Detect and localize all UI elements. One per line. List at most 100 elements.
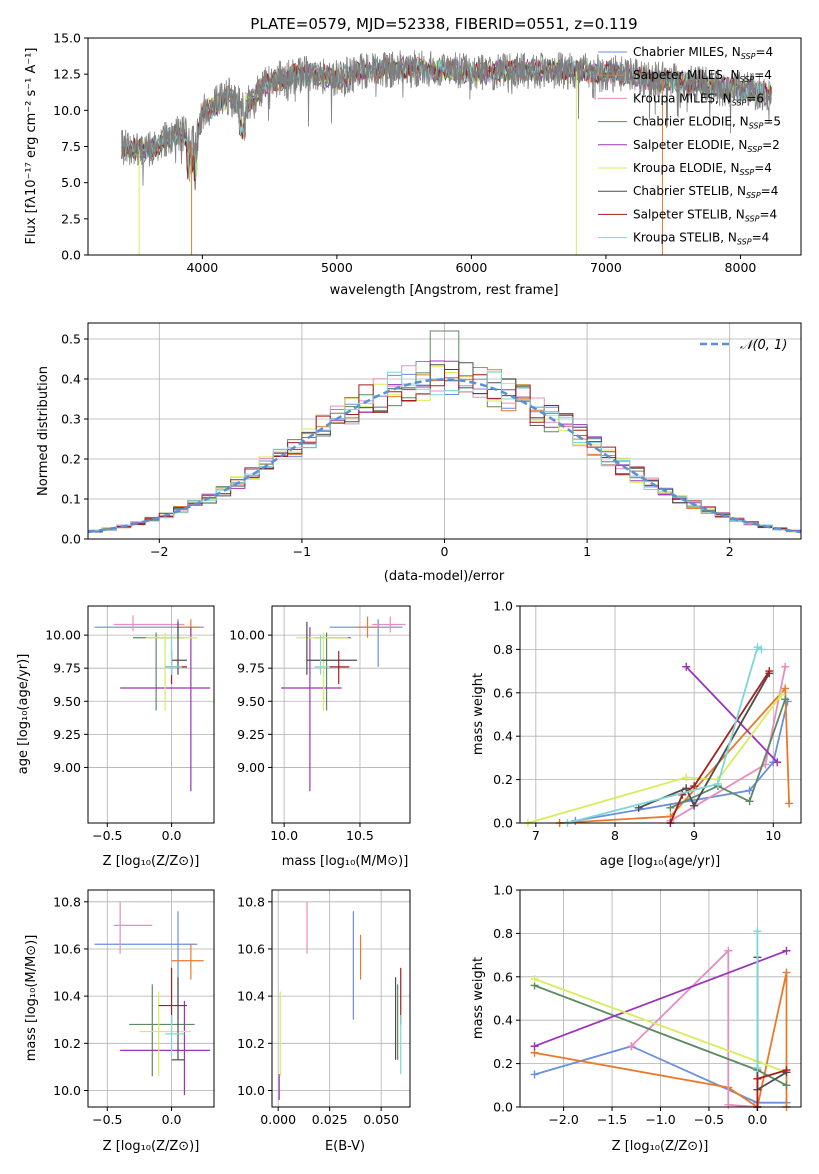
spectrum-panel: 4000 5000 6000 7000 8000 0.0 2.5 5.0 7.5 10.0 12.5… (24, 15, 802, 298)
age-z-xtick-label-0: −0.5 (92, 828, 122, 843)
weight-age-line-salpeter-stelib (669, 670, 771, 824)
spectrum-xtick-label-4: 8000 (725, 260, 757, 275)
mass-vs-metallicity-panel: −0.5 0.0 10.0 10.2 10.4 10.6 10.8 Z [log₁₀(Z/Z… (24, 889, 215, 1154)
age-mass-ytick-label-0: 9.00 (237, 760, 265, 775)
age-mass-ytick-label-4: 10.00 (229, 628, 265, 643)
weight-age-ytick-label-2: 0.4 (493, 729, 513, 744)
weight-age-marker-chabrier-elodie-2 (745, 797, 754, 806)
weight-z-line-chabrier-miles (534, 1045, 787, 1104)
histogram-xlabel: (data-model)/error (384, 569, 505, 584)
weight-z-marker-salpeter-elodie-0 (530, 1042, 539, 1051)
weight-age-frame (519, 605, 802, 824)
weight-z-marker-salpeter-stelib-2 (782, 1066, 791, 1075)
weight-z-line-kroupa-miles (630, 948, 758, 1108)
age-z-xtick-label-1: 0.0 (162, 828, 182, 843)
spectrum-ytick-label-5: 12.5 (53, 67, 81, 82)
weight-z-ytick-label-1: 0.2 (493, 1056, 513, 1071)
legend-label-salpeter-stelib: Salpeter STELIB, NSSP=4 (633, 207, 777, 223)
mass-ebv-xtick-label-2: 0.050 (363, 1112, 399, 1127)
histogram-xtick-label-4: 2 (726, 544, 734, 559)
weight-z-xlabel: Z [log₁₀(Z/Z⊙)] (612, 1139, 709, 1154)
weight-z-marker-salpeter-miles-3 (782, 968, 791, 977)
age-z-ytick-label-0: 9.00 (53, 760, 81, 775)
weight-age-marker-chabrier-stelib-2 (690, 801, 699, 810)
spectrum-observed (121, 50, 772, 186)
histogram-ytick-label-1: 0.1 (61, 492, 81, 507)
spectrum-ytick-label-3: 7.5 (61, 139, 81, 154)
spectrum-xtick-label-3: 7000 (590, 260, 622, 275)
weight-age-line-salpeter-elodie (685, 666, 778, 763)
histogram-kroupa-stelib (88, 371, 801, 532)
age-z-ytick-label-3: 9.75 (53, 661, 81, 676)
weight-z-ytick-label-5: 1.0 (493, 883, 513, 898)
mass-ebv-ytick-label-2: 10.4 (237, 989, 265, 1004)
age-z-ylabel: age [log₁₀(age/yr)] (16, 654, 31, 775)
histogram-panel: −2 −1 0 1 2 0.0 0.1 0.2 0.3 0.4 0.5 (data-model)/e… (36, 322, 802, 584)
mass-z-xtick-label-0: −0.5 (92, 1112, 122, 1127)
spectrum-ticks: 4000 5000 6000 7000 8000 0.0 2.5 5.0 7.5 10.0 12.5… (53, 31, 756, 276)
spectrum-ytick-label-6: 15.0 (53, 31, 81, 46)
weight-age-marker-chabrier-miles-1 (745, 786, 754, 795)
mass-ebv-ytick-label-3: 10.6 (237, 941, 265, 956)
weight-z-xtick-label-3: −0.5 (694, 1112, 724, 1127)
mass-z-ytick-label-4: 10.8 (53, 894, 81, 909)
weight-z-marker-kroupa-stelib-1 (753, 1063, 762, 1072)
weight-age-marker-kroupa-elodie-3 (777, 690, 786, 699)
weight-age-marker-salpeter-stelib-2 (690, 782, 699, 791)
spectrum-ytick-label-0: 0.0 (61, 248, 81, 263)
spectrum-legend: Chabrier MILES, NSSP=4 Salpeter MILES, NS… (598, 45, 781, 247)
histogram-ylabel: Normed distribution (36, 366, 51, 496)
spectrum-xtick-label-1: 5000 (321, 260, 353, 275)
weight-age-marker-kroupa-stelib-3 (757, 645, 766, 654)
spectrum-xtick-label-0: 4000 (186, 260, 218, 275)
legend-label-kroupa-stelib: Kroupa STELIB, NSSP=4 (633, 231, 769, 247)
weight-age-xtick-label-0: 7 (532, 828, 540, 843)
mass-z-xlabel: Z [log₁₀(Z/Z⊙)] (103, 1139, 200, 1154)
weight-z-line-salpeter-elodie (534, 949, 787, 1048)
weight-age-xtick-label-1: 8 (611, 828, 619, 843)
weight-vs-age-panel: 7 8 9 10 0.0 0.2 0.4 0.6 0.8 1.0 age [log₁₀(age/y… (471, 599, 802, 869)
weight-z-marker-chabrier-elodie-2 (782, 1081, 791, 1090)
spectrum-xtick-label-2: 6000 (455, 260, 487, 275)
weight-z-xtick-label-2: −1.0 (645, 1112, 675, 1127)
weight-z-ytick-label-0: 0.0 (493, 1100, 513, 1115)
spectrum-lines (121, 50, 772, 255)
mass-ebv-xlabel: E(B-V) (325, 1139, 365, 1154)
spectrum-title: PLATE=0579, MJD=52338, FIBERID=0551, z=0… (250, 15, 637, 33)
mass-ebv-xtick-label-0: 0.000 (260, 1112, 296, 1127)
spectrum-ylabel: Flux [fλ10⁻¹⁷ erg cm⁻² s⁻¹ A⁻¹] (24, 48, 39, 245)
mass-ebv-ytick-label-1: 10.2 (237, 1036, 265, 1051)
weight-age-line-kroupa-stelib (567, 645, 762, 824)
weight-age-xtick-label-3: 10 (765, 828, 781, 843)
weight-z-marker-salpeter-elodie-1 (782, 946, 791, 955)
weight-age-marker-salpeter-miles-2 (781, 684, 790, 693)
mass-z-ytick-label-2: 10.4 (53, 989, 81, 1004)
legend-label-chabrier-elodie: Chabrier ELODIE, NSSP=5 (633, 115, 781, 131)
legend-label-salpeter-elodie: Salpeter ELODIE, NSSP=2 (633, 138, 780, 154)
weight-age-line-chabrier-elodie (670, 699, 787, 809)
legend-label-kroupa-miles: Kroupa MILES, NSSP=6 (633, 91, 764, 107)
age-mass-frame (271, 605, 411, 824)
spectrum-ytick-label-2: 5.0 (61, 175, 81, 190)
age-mass-xtick-label-0: 10.0 (270, 828, 298, 843)
histogram-ytick-label-4: 0.4 (61, 372, 81, 387)
weight-age-marker-kroupa-stelib-1 (713, 779, 722, 788)
histogram-xtick-label-3: 1 (583, 544, 591, 559)
weight-z-marker-salpeter-stelib-1 (753, 1074, 762, 1083)
weight-z-marker-kroupa-miles-0 (627, 1042, 636, 1051)
gaussian-curve (87, 378, 802, 534)
weight-z-ylabel: mass weight (471, 957, 486, 1039)
weight-age-marker-kroupa-elodie-1 (682, 773, 691, 782)
weight-age-ytick-label-0: 0.0 (493, 816, 513, 831)
mass-z-frame (87, 889, 215, 1108)
legend-label-chabrier-miles: Chabrier MILES, NSSP=4 (633, 45, 773, 61)
weight-z-xtick-label-1: −1.5 (597, 1112, 627, 1127)
histogram-xtick-label-0: −2 (150, 544, 168, 559)
histogram-ytick-label-3: 0.3 (61, 412, 81, 427)
weight-age-marker-salpeter-stelib-3 (765, 667, 774, 676)
mass-z-ytick-label-0: 10.0 (53, 1083, 81, 1098)
mass-z-ytick-label-3: 10.6 (53, 941, 81, 956)
histogram-steps (87, 330, 802, 534)
weight-age-marker-kroupa-miles-2 (781, 662, 790, 671)
age-mass-ytick-label-2: 9.50 (237, 694, 265, 709)
